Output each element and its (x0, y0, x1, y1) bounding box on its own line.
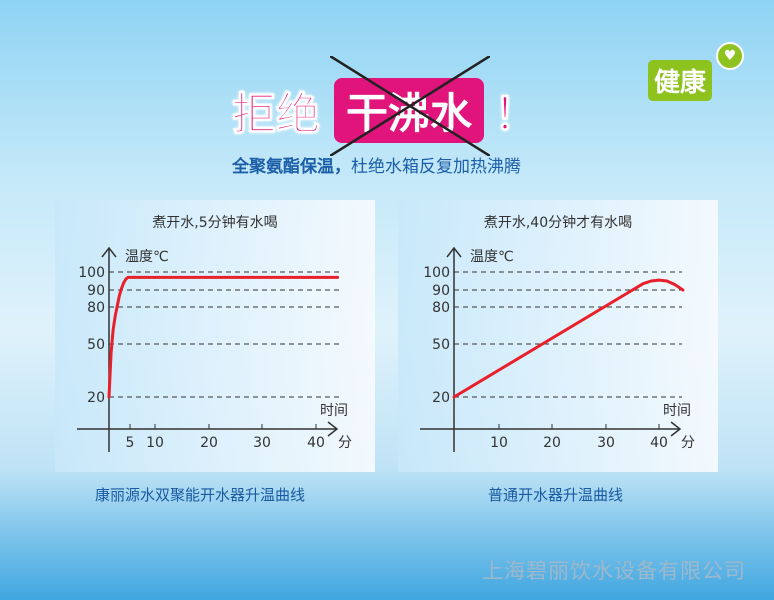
y-tick-label: 20 (432, 390, 450, 406)
chart-panel-slow: 煮开水,40分钟才有水喝 20 50 80 90 100 温度℃ 时间分 10 20 30 40 (398, 200, 718, 472)
crossed-out-label: 干沸水 (330, 55, 490, 156)
x-tick-label: 40 (307, 435, 325, 451)
x-tick-label: 10 (146, 435, 164, 451)
chart-panel-fast: 煮开水,5分钟有水喝 20 50 80 90 100 温度℃ 时间分 5 10 20 30 40 (55, 200, 375, 472)
y-tick-label: 100 (423, 265, 450, 281)
y-axis-arrow-icon (101, 246, 117, 258)
y-tick-label: 80 (87, 300, 105, 316)
headline-text: 拒绝 (232, 89, 321, 141)
headline: 拒绝 干沸水 ！ (232, 55, 539, 156)
chart-caption-fast: 康丽源水双聚能开水器升温曲线 (95, 486, 306, 504)
y-axis-label: 温度℃ (470, 249, 514, 265)
exclamation: ！ (494, 89, 539, 141)
temperature-curve (452, 278, 685, 399)
company-name: 上海碧丽饮水设备有限公司 (482, 559, 746, 583)
x-axis-arrow-icon (670, 421, 682, 437)
y-axis-arrow-icon (446, 246, 462, 258)
y-tick-label: 90 (432, 283, 450, 299)
y-tick-label: 80 (432, 300, 450, 316)
y-tick-label: 50 (432, 337, 450, 353)
x-tick-label: 10 (490, 435, 508, 451)
y-tick-label: 90 (87, 283, 105, 299)
subheadline-bold: 全聚氨酯保温， (232, 157, 351, 177)
y-tick-label: 100 (78, 265, 105, 281)
chart-title: 煮开水,40分钟才有水喝 (483, 215, 633, 231)
x-tick-label: 40 (650, 435, 668, 451)
crossed-text: 干沸水 (346, 88, 473, 138)
x-axis-arrow-icon (327, 421, 339, 437)
x-axis-label: 时间 (663, 403, 691, 419)
y-tick-label: 20 (87, 390, 105, 406)
x-tick-label: 30 (253, 435, 271, 451)
x-axis-unit: 分 (338, 435, 352, 451)
subheadline: 全聚氨酯保温，杜绝水箱反复加热沸腾 (232, 152, 521, 177)
x-tick-label: 20 (200, 435, 218, 451)
heart-icon: ♥ (716, 42, 744, 70)
chart-title: 煮开水,5分钟有水喝 (152, 215, 278, 231)
temperature-curve (107, 275, 340, 399)
x-tick-label: 20 (543, 435, 561, 451)
x-axis-label: 时间 (320, 403, 348, 419)
health-badge: 健康 (648, 60, 713, 101)
y-tick-label: 50 (87, 337, 105, 353)
x-axis-unit: 分 (681, 435, 695, 451)
chart-caption-slow: 普通开水器升温曲线 (488, 486, 624, 504)
subheadline-text: 杜绝水箱反复加热沸腾 (351, 157, 521, 177)
cross-icon (330, 55, 490, 156)
x-tick-label: 30 (597, 435, 615, 451)
x-tick-label: 5 (126, 435, 135, 451)
y-axis-label: 温度℃ (125, 249, 169, 265)
